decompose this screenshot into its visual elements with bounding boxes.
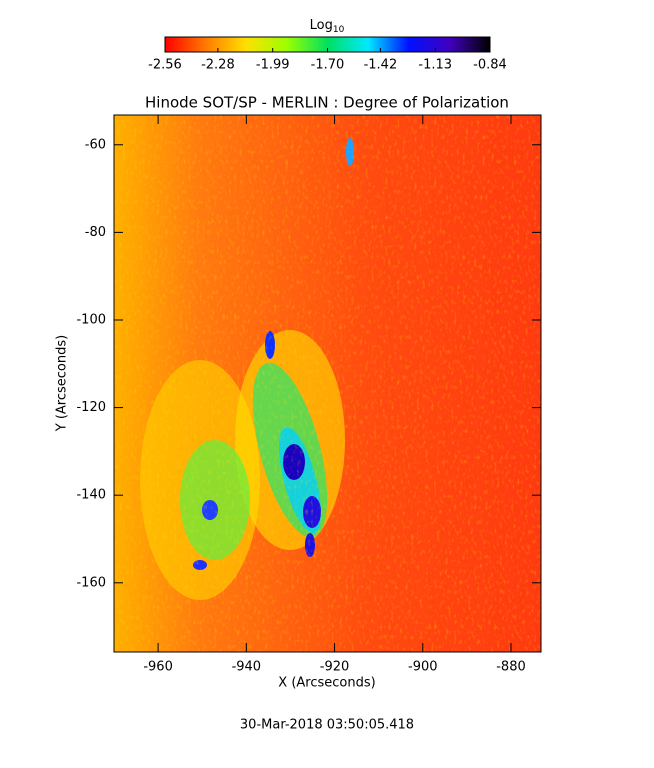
y-axis-label: Y (Arcseconds) bbox=[55, 335, 70, 432]
polarization-map bbox=[114, 115, 541, 652]
colorbar-tick-label: -1.70 bbox=[311, 58, 345, 73]
x-tick-label: -900 bbox=[408, 660, 438, 675]
colorbar-tick-label: -1.42 bbox=[364, 58, 398, 73]
date: 30-Mar-2018 03:50:05.418 bbox=[240, 718, 414, 733]
y-tick-label: -120 bbox=[76, 400, 106, 415]
x-tick-label: -960 bbox=[143, 660, 173, 675]
y-tick-label: -60 bbox=[85, 137, 106, 152]
y-tick-label: -100 bbox=[76, 312, 106, 327]
colorbar-tick-label: -0.84 bbox=[473, 58, 507, 73]
x-tick-label: -880 bbox=[496, 660, 526, 675]
chart-title: Hinode SOT/SP - MERLIN : Degree of Polar… bbox=[145, 94, 509, 112]
colorbar-tick-label: -2.56 bbox=[148, 58, 182, 73]
colorbar-label: Log10 bbox=[310, 18, 345, 35]
y-tick-label: -160 bbox=[76, 575, 106, 590]
plot-frame bbox=[113, 114, 542, 653]
x-tick-label: -920 bbox=[320, 660, 350, 675]
x-tick-label: -940 bbox=[232, 660, 262, 675]
colorbar-tick-label: -1.99 bbox=[256, 58, 290, 73]
y-tick-label: -80 bbox=[85, 225, 106, 240]
y-tick-label: -140 bbox=[76, 488, 106, 503]
colorbar-tick-label: -1.13 bbox=[418, 58, 452, 73]
colorbar-tick-label: -2.28 bbox=[201, 58, 235, 73]
x-axis-label: X (Arcseconds) bbox=[278, 676, 375, 691]
